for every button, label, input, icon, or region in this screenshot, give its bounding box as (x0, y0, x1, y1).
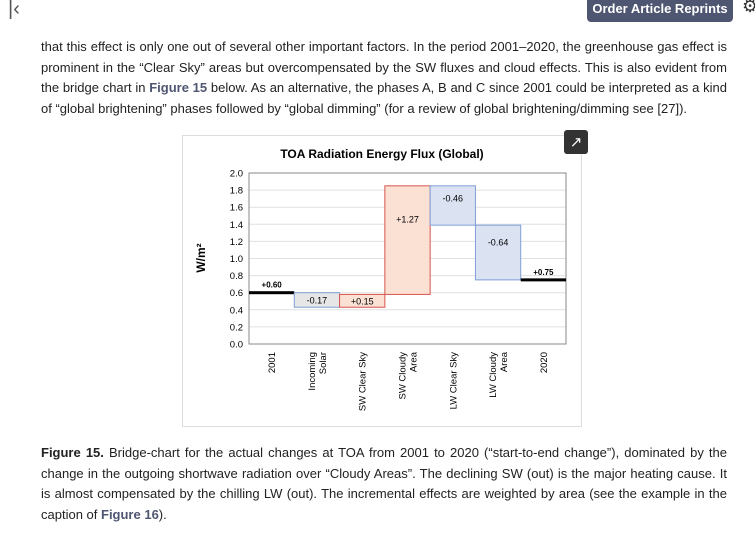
data-label: +0.15 (351, 296, 374, 306)
data-label: -0.17 (307, 295, 328, 305)
x-tick-label: SW Cloudy Area (398, 351, 420, 399)
data-label: -0.46 (443, 194, 464, 204)
chart-title: TOA Radiation Energy Flux (Global) (280, 147, 483, 161)
y-tick-label: 1.6 (230, 203, 243, 214)
y-tick-label: 0.6 (230, 288, 243, 299)
y-tick-label: 0.2 (230, 322, 243, 333)
x-tick-label-line: Incoming (307, 352, 318, 391)
delta-bar (429, 185, 476, 226)
figure-16-link[interactable]: Figure 16 (101, 506, 159, 522)
x-tick-label-line: SW Cloudy (398, 352, 409, 400)
y-tick-label: 0.0 (230, 340, 243, 351)
x-tick-label-line: 2020 (539, 352, 550, 373)
x-tick-label-line: Solar (318, 352, 329, 374)
text: that this effect is only one out of seve… (41, 39, 727, 95)
y-tick-label: 0.4 (230, 305, 243, 316)
caption-label: Figure 15. (41, 445, 104, 460)
delta-bar (384, 185, 431, 295)
x-tick-label: LW Cloudy Area (488, 351, 510, 397)
first-page-icon[interactable]: |‹ (8, 0, 20, 20)
x-tick-label-line: 2001 (267, 352, 278, 373)
gear-icon[interactable]: ⚙ (742, 0, 755, 16)
x-tick-label-line: SW Clear Sky (358, 352, 369, 411)
data-label: +0.75 (533, 268, 554, 277)
x-tick-label-line: Area (409, 351, 420, 372)
total-bar (249, 291, 295, 295)
data-label: +0.60 (262, 281, 283, 290)
expand-icon[interactable]: ↗ (564, 130, 588, 154)
y-tick-label: 1.8 (230, 186, 243, 197)
y-tick-label: 1.0 (230, 254, 243, 265)
x-tick-label: Incoming Solar (307, 352, 329, 391)
delta-bar (339, 293, 386, 308)
data-label: +1.27 (396, 214, 419, 224)
x-tick-label-line: LW Clear Sky (448, 352, 459, 410)
y-tick-label: 0.8 (230, 271, 243, 282)
order-reprints-button[interactable]: Order Article Reprints (587, 0, 733, 22)
x-tick-label: LW Clear Sky (448, 352, 459, 410)
waterfall-chart: TOA Radiation Energy Flux (Global) W/m² 0.… (194, 147, 567, 411)
figure-caption: Figure 15. Bridge-chart for the actual c… (41, 443, 727, 525)
y-axis-label: W/m² (194, 243, 208, 272)
figure-15-link[interactable]: Figure 15 (149, 80, 208, 95)
y-tick-label: 2.0 (230, 169, 243, 180)
x-tick-label-line: LW Cloudy (488, 352, 499, 398)
text: Bridge-chart for the actual changes at T… (41, 445, 727, 522)
x-tick-label-line: Area (499, 351, 510, 372)
text: ). (158, 506, 167, 522)
chart-figure: TOA Radiation Energy Flux (Global) W/m² 0.… (182, 135, 582, 427)
x-tick-label: SW Clear Sky (358, 352, 369, 411)
y-tick-label: 1.2 (230, 237, 243, 248)
data-label: -0.64 (488, 238, 509, 248)
text: below. As an alternative, the phases A, … (41, 80, 728, 116)
body-paragraph: that this effect is only one out of seve… (41, 37, 727, 119)
x-tick-label: 2020 (539, 352, 550, 373)
plot-area (248, 172, 567, 345)
y-tick-label: 1.4 (230, 220, 243, 231)
delta-bar (474, 224, 522, 281)
x-tick-label: 2001 (267, 352, 278, 373)
total-bar (520, 278, 566, 282)
